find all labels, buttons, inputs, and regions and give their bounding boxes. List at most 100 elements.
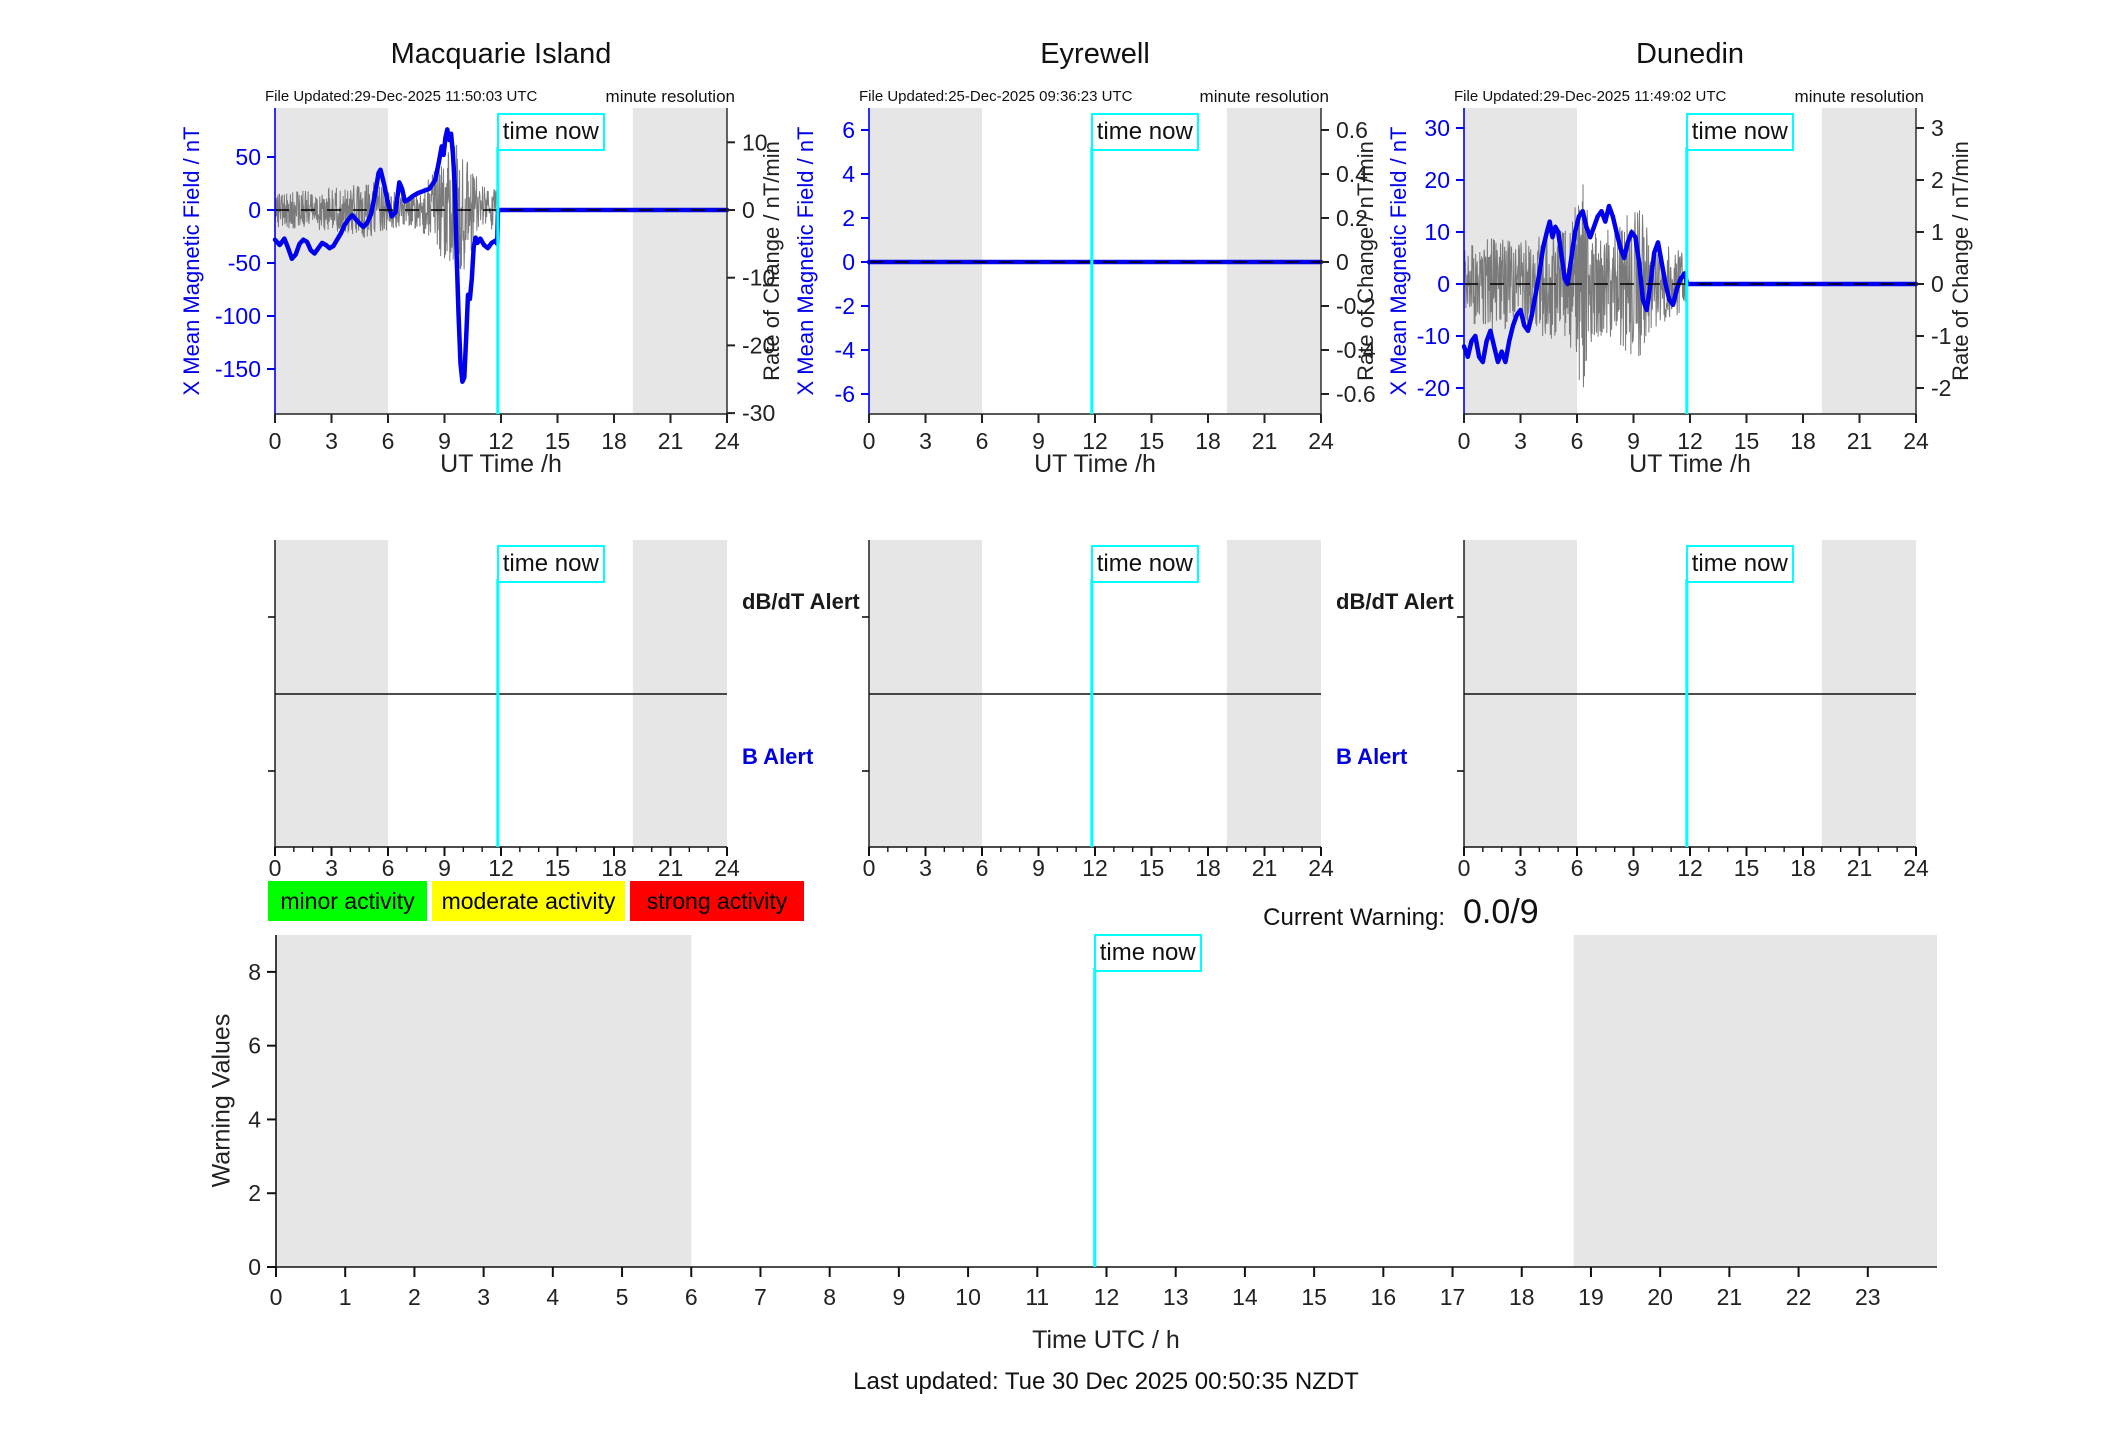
x-tick-label: 0 [863, 855, 876, 881]
time-now-annotation: time now [1090, 545, 1199, 583]
right-tick-label: 3 [1931, 115, 1944, 141]
x-tick-label: 24 [714, 428, 740, 454]
left-tick-label: 0 [1437, 271, 1450, 297]
current-warning-label: Current Warning: [1263, 904, 1445, 931]
right-tick-label: -0.6 [1336, 381, 1376, 407]
x-tick-label: 15 [1139, 855, 1165, 881]
x-axis-title: UT Time /h [1034, 450, 1156, 478]
right-tick-label: -20 [742, 332, 775, 358]
x-tick-label: 10 [955, 1284, 981, 1310]
x-tick-label: 24 [1308, 428, 1334, 454]
legend-swatch [432, 881, 625, 921]
x-tick-label: 2 [408, 1284, 421, 1310]
y-tick-label: 2 [248, 1180, 261, 1206]
left-axis-title: X Mean Magnetic Field / nT [1386, 126, 1411, 395]
x-tick-label: 12 [488, 428, 514, 454]
x-tick-label: 0 [270, 1284, 283, 1310]
x-tick-label: 0 [1458, 855, 1471, 881]
x-tick-label: 3 [919, 428, 932, 454]
x-tick-label: 9 [438, 855, 451, 881]
legend-strong-activity: strong activity [646, 888, 788, 914]
x-tick-label: 0 [269, 855, 282, 881]
x-tick-label: 3 [325, 855, 338, 881]
x-tick-label: 12 [1094, 1284, 1120, 1310]
x-tick-label: 24 [714, 855, 740, 881]
time-now-annotation: time now [1685, 545, 1794, 583]
station-title-dunedin: Dunedin [1635, 38, 1745, 70]
current-warning-value: 0.0/9 [1463, 893, 1539, 931]
x-tick-label: 22 [1786, 1284, 1812, 1310]
x-tick-label: 24 [1903, 428, 1929, 454]
time-now-annotation: time now [1090, 113, 1199, 151]
x-tick-label: 13 [1163, 1284, 1189, 1310]
time-now-annotation: time now [496, 545, 605, 583]
last-updated-text: Last updated: Tue 30 Dec 2025 00:50:35 N… [853, 1368, 1359, 1395]
right-tick-label: 0 [1931, 271, 1944, 297]
x-tick-label: 18 [1790, 428, 1816, 454]
right-tick-label: -10 [742, 265, 775, 291]
left-tick-label: 4 [842, 161, 855, 187]
x-tick-label: 12 [1082, 428, 1108, 454]
x-tick-label: 9 [1627, 428, 1640, 454]
x-tick-label: 15 [1301, 1284, 1327, 1310]
x-tick-label: 21 [1717, 1284, 1743, 1310]
right-tick-label: 0.2 [1336, 205, 1368, 231]
legend-minor-activity: minor activity [280, 888, 415, 914]
left-axis-title: X Mean Magnetic Field / nT [179, 126, 204, 395]
x-tick-label: 14 [1232, 1284, 1258, 1310]
y-tick-label: 0 [248, 1254, 261, 1280]
y-tick-label: 8 [248, 959, 261, 985]
x-axis-title: UT Time /h [440, 450, 562, 478]
file-updated-text: File Updated:25-Dec-2025 09:36:23 UTC [859, 88, 1133, 105]
night-shading-band [276, 935, 692, 1267]
file-updated-text: File Updated:29-Dec-2025 11:49:02 UTC [1454, 88, 1727, 105]
legend-swatch [268, 881, 427, 921]
left-tick-label: -150 [215, 356, 261, 382]
file-updated-text: File Updated:29-Dec-2025 11:50:03 UTC [265, 88, 538, 105]
bottom-x-axis-title: Time UTC / h [1032, 1326, 1180, 1354]
legend-moderate-activity: moderate activity [441, 888, 616, 914]
right-tick-label: 0 [1336, 249, 1349, 275]
x-tick-label: 6 [1571, 428, 1584, 454]
left-tick-label: -50 [228, 250, 261, 276]
x-tick-label: 6 [976, 855, 989, 881]
left-tick-label: 10 [1424, 219, 1450, 245]
right-tick-label: 2 [1931, 167, 1944, 193]
x-tick-label: 21 [1847, 855, 1873, 881]
left-tick-label: -6 [835, 381, 855, 407]
x-tick-label: 15 [1139, 428, 1165, 454]
right-tick-label: 0 [742, 197, 755, 223]
x-tick-label: 3 [1514, 855, 1527, 881]
x-tick-label: 21 [1847, 428, 1873, 454]
right-tick-label: 1 [1931, 219, 1944, 245]
x-tick-label: 6 [976, 428, 989, 454]
x-tick-label: 8 [823, 1284, 836, 1310]
x-tick-label: 6 [382, 428, 395, 454]
rate-of-change-trace [274, 144, 499, 279]
x-tick-label: 11 [1025, 1284, 1049, 1310]
x-tick-label: 12 [1677, 428, 1703, 454]
x-tick-label: 0 [863, 428, 876, 454]
night-shading-band [275, 108, 388, 414]
left-tick-label: 2 [842, 205, 855, 231]
time-now-annotation: time now [496, 113, 605, 151]
right-axis-title: Rate of Change / nT/min [759, 141, 784, 381]
resolution-label: minute resolution [1794, 87, 1924, 106]
left-tick-label: -4 [835, 337, 856, 363]
x-tick-label: 23 [1855, 1284, 1881, 1310]
b-alert-label: B Alert [742, 744, 814, 769]
right-tick-label: -0.2 [1336, 293, 1376, 319]
right-tick-label: -30 [742, 400, 775, 426]
x-tick-label: 3 [1514, 428, 1527, 454]
x-tick-label: 6 [382, 855, 395, 881]
x-tick-label: 12 [1082, 855, 1108, 881]
left-tick-label: 30 [1424, 115, 1450, 141]
left-tick-label: -100 [215, 303, 261, 329]
right-tick-label: 10 [742, 129, 768, 155]
x-tick-label: 5 [616, 1284, 629, 1310]
left-tick-label: -20 [1417, 375, 1450, 401]
x-tick-label: 15 [1734, 428, 1760, 454]
x-tick-label: 12 [488, 855, 514, 881]
left-tick-label: -10 [1417, 323, 1450, 349]
